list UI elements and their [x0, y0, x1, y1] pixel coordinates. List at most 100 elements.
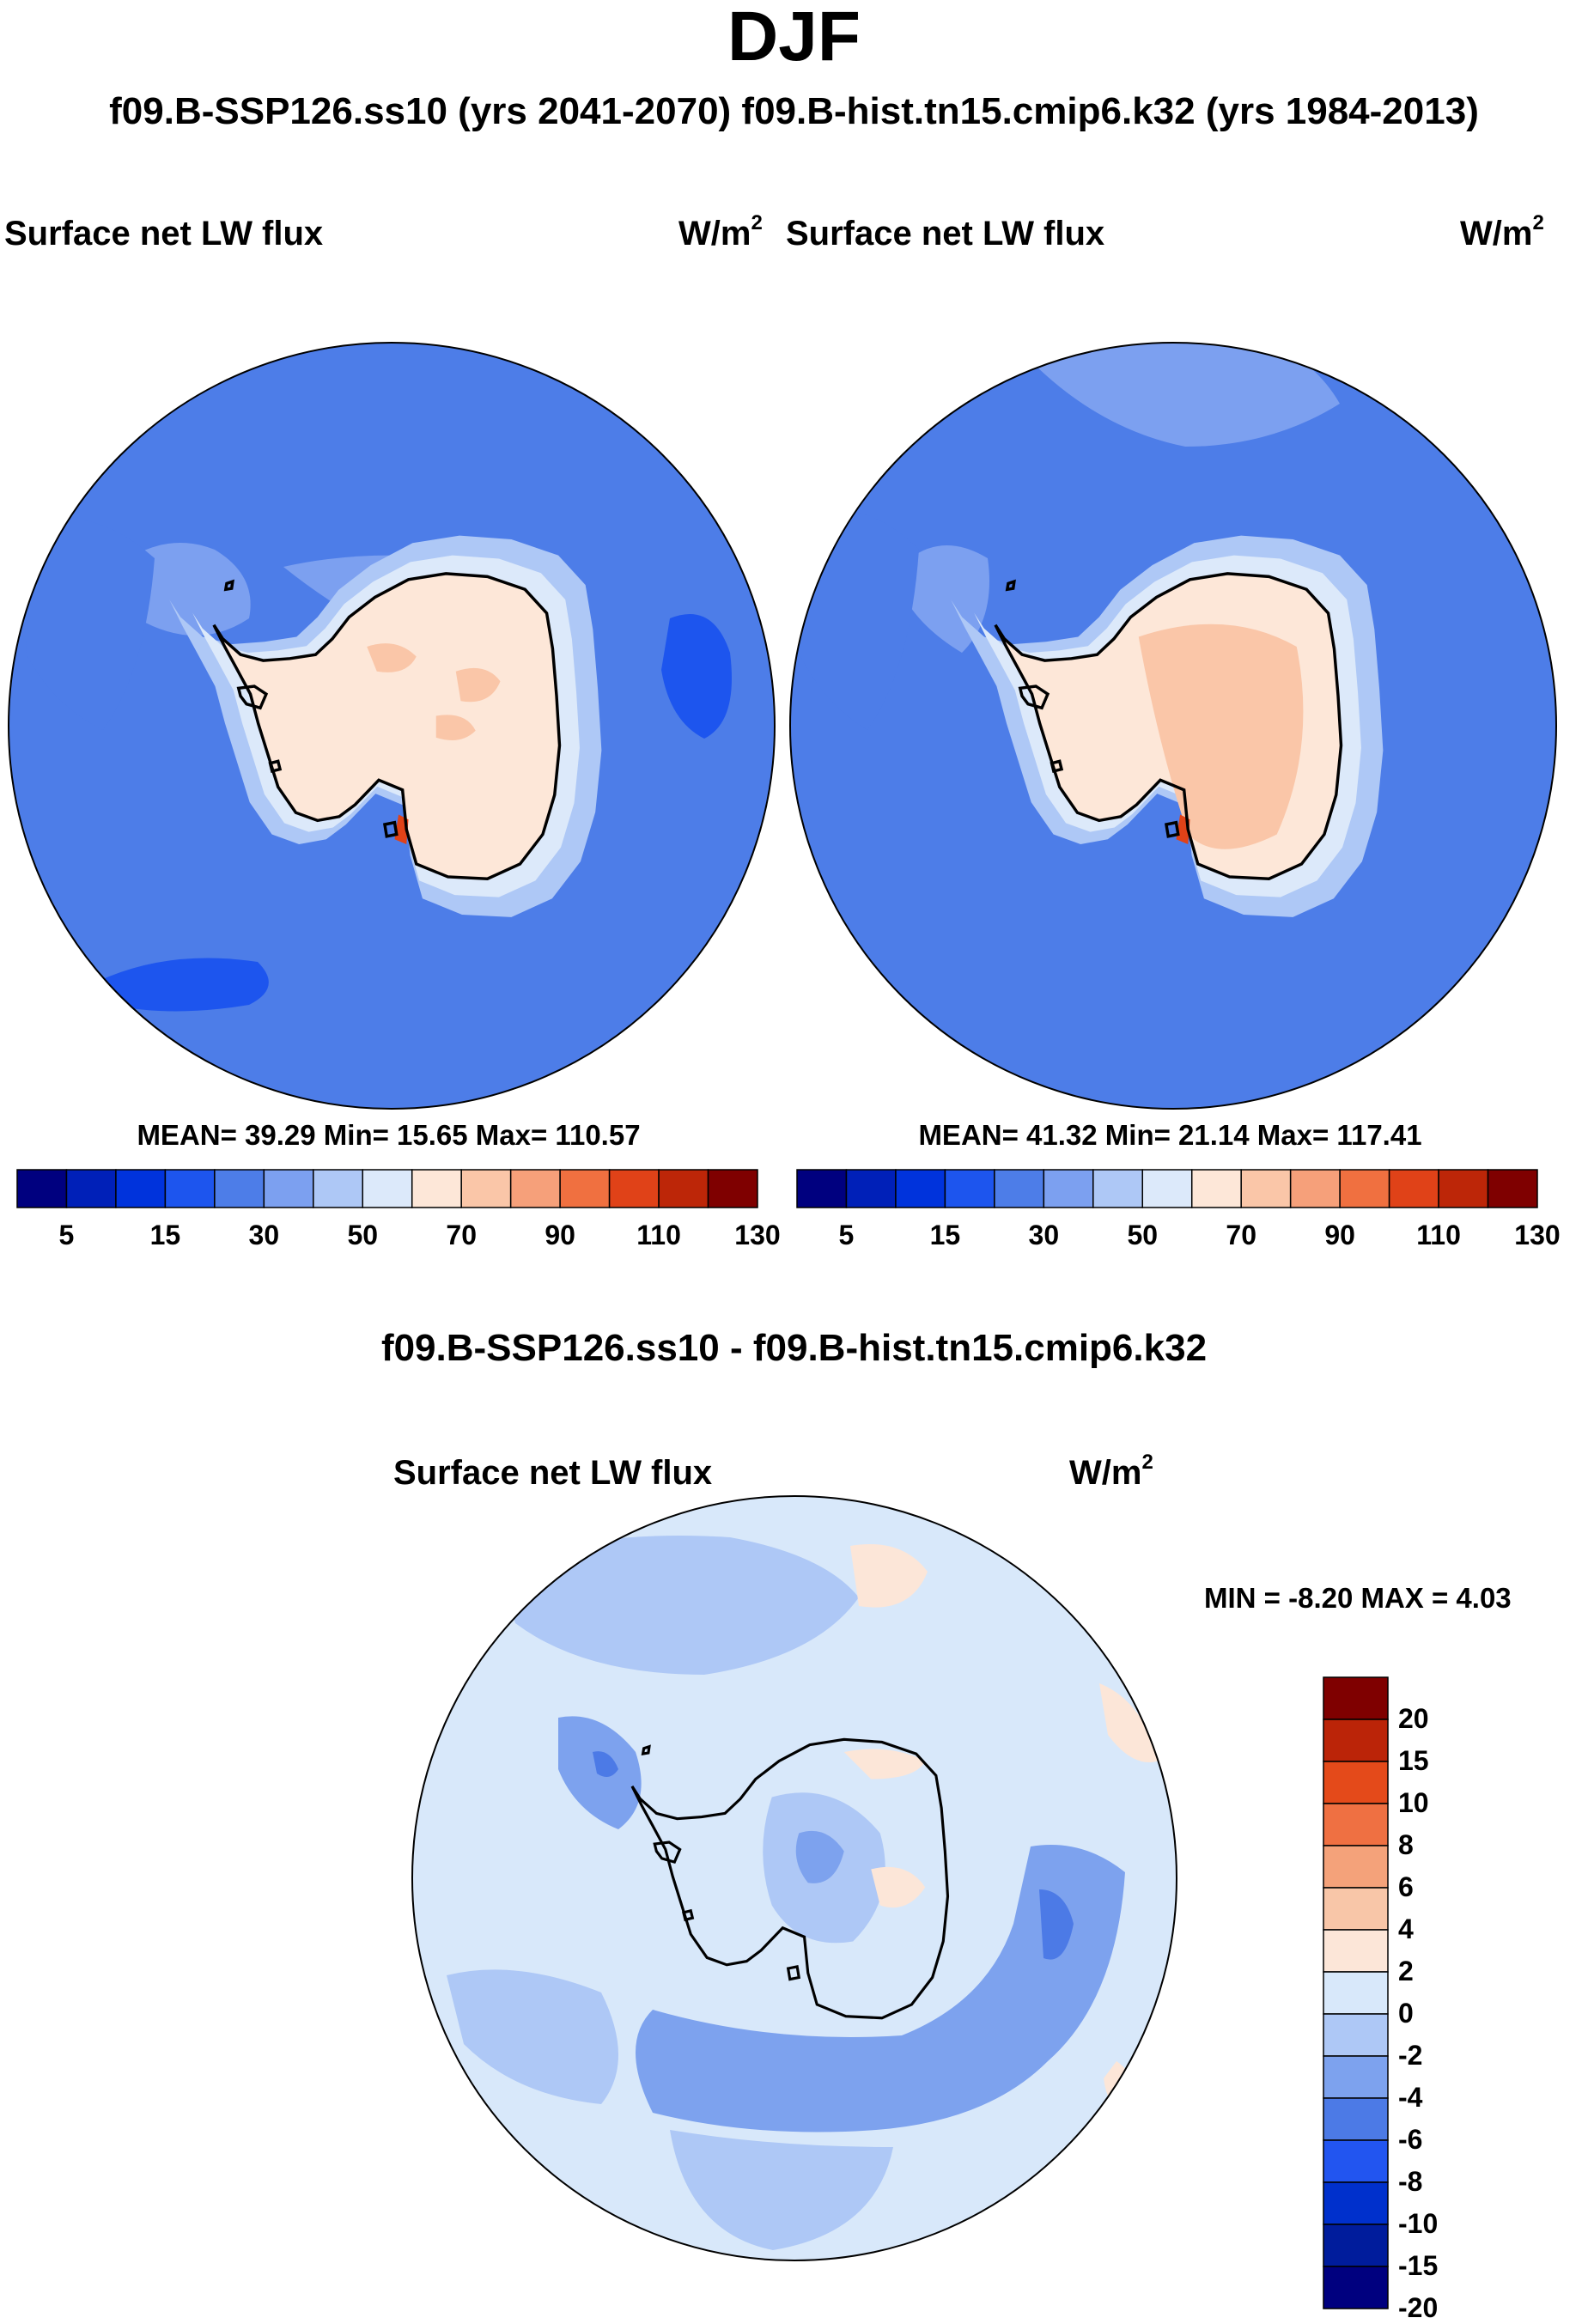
- panel2-colorbar-tick-label: 130: [1514, 1220, 1561, 1250]
- diff-colorbar-swatch: [1323, 1971, 1389, 2015]
- panel1-colorbar-swatch: [362, 1169, 413, 1208]
- panel1-units-text: W/m: [678, 215, 751, 252]
- panel1-colorbar-swatch: [509, 1169, 561, 1208]
- panel1-colorbar-tick-label: 5: [58, 1220, 75, 1250]
- panel1-colorbar-swatch: [16, 1169, 68, 1208]
- diff-units-sup: 2: [1141, 1451, 1153, 1474]
- diff-colorbar-swatch: [1323, 1929, 1389, 1973]
- panel1-colorbar-swatch: [263, 1169, 314, 1208]
- panel2-map-border: [789, 342, 1557, 1110]
- panel1-variable: Surface net LW flux: [4, 215, 324, 252]
- panel2-colorbar-tick-label: 110: [1416, 1220, 1461, 1250]
- panel2-colorbar-swatch: [1240, 1169, 1292, 1208]
- panel2-colorbar-swatch: [994, 1169, 1045, 1208]
- diff-map-border: [411, 1495, 1177, 2261]
- diff-colorbar-swatch: [1323, 1719, 1389, 1762]
- panel1-colorbar-swatch: [65, 1169, 117, 1208]
- panel1-colorbar-swatch: [214, 1169, 265, 1208]
- diff-colorbar-tick-label: -6: [1398, 2124, 1423, 2155]
- panel1-colorbar-tick-label: 130: [734, 1220, 781, 1250]
- panel2-units-sup: 2: [1532, 211, 1544, 234]
- diff-title: f09.B-SSP126.ss10 - f09.B-hist.tn15.cmip…: [380, 1327, 1208, 1369]
- panel1-colorbar-swatch: [707, 1169, 758, 1208]
- panel2-colorbar-tick-label: 15: [929, 1220, 961, 1250]
- diff-colorbar-tick-label: -10: [1398, 2208, 1439, 2239]
- diff-colorbar-swatch: [1323, 2266, 1389, 2309]
- diff-colorbar-tick-label: 8: [1398, 1829, 1414, 1860]
- panel2-colorbar-swatch: [1438, 1169, 1489, 1208]
- panel2-colorbar-swatch: [1141, 1169, 1193, 1208]
- panel1-map-border: [8, 342, 776, 1110]
- panel2-colorbar-tick-label: 30: [1028, 1220, 1060, 1250]
- panel2-colorbar-swatch: [796, 1169, 848, 1208]
- diff-units: W/m2: [1069, 1451, 1153, 1493]
- diff-colorbar: [1323, 1676, 1389, 2309]
- subtitle: f09.B-SSP126.ss10 (yrs 2041-2070) f09.B-…: [109, 90, 1479, 132]
- diff-colorbar-tick-label: -8: [1398, 2166, 1423, 2197]
- panel1-colorbar-swatch: [658, 1169, 709, 1208]
- diff-colorbar-tick-label: 0: [1398, 1998, 1414, 2029]
- diff-colorbar-swatch: [1323, 2181, 1389, 2225]
- diff-colorbar-swatch: [1323, 1887, 1389, 1931]
- panel1-colorbar-tick-label: 90: [545, 1220, 575, 1250]
- diff-colorbar-swatch: [1323, 1803, 1389, 1846]
- panel1-units: W/m2: [678, 213, 763, 253]
- diff-colorbar-tick-label: -15: [1398, 2250, 1439, 2281]
- diff-colorbar-swatch: [1323, 2055, 1389, 2099]
- diff-colorbar-swatch: [1323, 1845, 1389, 1889]
- panel1-units-sup: 2: [751, 211, 763, 234]
- panel2-colorbar: [796, 1169, 1538, 1208]
- panel1-colorbar-swatch: [164, 1169, 216, 1208]
- panel2-colorbar-tick-label: 90: [1324, 1220, 1355, 1250]
- diff-variable: Surface net LW flux: [393, 1454, 713, 1492]
- panel2-colorbar-swatch: [1487, 1169, 1538, 1208]
- diff-stats: MIN = -8.20 MAX = 4.03: [1204, 1582, 1512, 1614]
- diff-colorbar-swatch: [1323, 2224, 1389, 2267]
- panel2-colorbar-swatch: [845, 1169, 897, 1208]
- map-panel1: [9, 343, 775, 1109]
- panel2-colorbar-swatch: [1092, 1169, 1144, 1208]
- panel2-units-text: W/m: [1460, 215, 1533, 252]
- panel1-colorbar-swatch: [115, 1169, 167, 1208]
- diff-colorbar-tick-label: 4: [1398, 1913, 1414, 1944]
- diff-colorbar-tick-label: -2: [1398, 2040, 1423, 2071]
- diff-colorbar-tick-label: 20: [1398, 1703, 1429, 1734]
- diff-colorbar-tick-label: 6: [1398, 1871, 1414, 1902]
- panel2-stats: MEAN= 41.32 Min= 21.14 Max= 117.41: [918, 1119, 1422, 1151]
- diff-colorbar-swatch: [1323, 1676, 1389, 1720]
- panel2-colorbar-swatch: [944, 1169, 995, 1208]
- map-diff: [412, 1496, 1177, 2260]
- main-title: DJF: [727, 0, 861, 76]
- panel2-colorbar-swatch: [1289, 1169, 1341, 1208]
- panel1-colorbar-tick-label: 110: [636, 1220, 681, 1250]
- diff-colorbar-tick-label: -4: [1398, 2082, 1423, 2113]
- diff-colorbar-swatch: [1323, 1761, 1389, 1804]
- diff-colorbar-tick-label: 2: [1398, 1956, 1414, 1986]
- panel1-colorbar-swatch: [313, 1169, 364, 1208]
- panel1-colorbar-swatch: [608, 1169, 660, 1208]
- panel2-colorbar-tick-label: 70: [1226, 1220, 1256, 1250]
- panel1-stats: MEAN= 39.29 Min= 15.65 Max= 110.57: [137, 1119, 641, 1151]
- diff-colorbar-tick-label: 15: [1398, 1745, 1429, 1776]
- diff-colorbar-tick-label: 10: [1398, 1787, 1429, 1818]
- panel2-colorbar-swatch: [1043, 1169, 1094, 1208]
- panel1-colorbar: [16, 1169, 758, 1208]
- diff-colorbar-swatch: [1323, 2013, 1389, 2057]
- diff-units-text: W/m: [1069, 1454, 1142, 1492]
- panel1-colorbar-tick-label: 50: [347, 1220, 379, 1250]
- diff-colorbar-swatch: [1323, 2139, 1389, 2183]
- panel1-colorbar-tick-label: 15: [149, 1220, 181, 1250]
- panel2-colorbar-tick-label: 50: [1127, 1220, 1159, 1250]
- panel2-colorbar-swatch: [1339, 1169, 1390, 1208]
- panel2-variable: Surface net LW flux: [786, 215, 1105, 252]
- panel1-colorbar-tick-label: 70: [446, 1220, 477, 1250]
- panel2-colorbar-swatch: [1388, 1169, 1439, 1208]
- diff-colorbar-tick-label: -20: [1398, 2292, 1439, 2323]
- panel1-colorbar-swatch: [411, 1169, 462, 1208]
- diff-colorbar-swatch: [1323, 2097, 1389, 2141]
- panel2-units: W/m2: [1460, 213, 1544, 253]
- panel1-colorbar-swatch: [460, 1169, 512, 1208]
- panel1-colorbar-tick-label: 30: [248, 1220, 280, 1250]
- panel2-colorbar-swatch: [895, 1169, 946, 1208]
